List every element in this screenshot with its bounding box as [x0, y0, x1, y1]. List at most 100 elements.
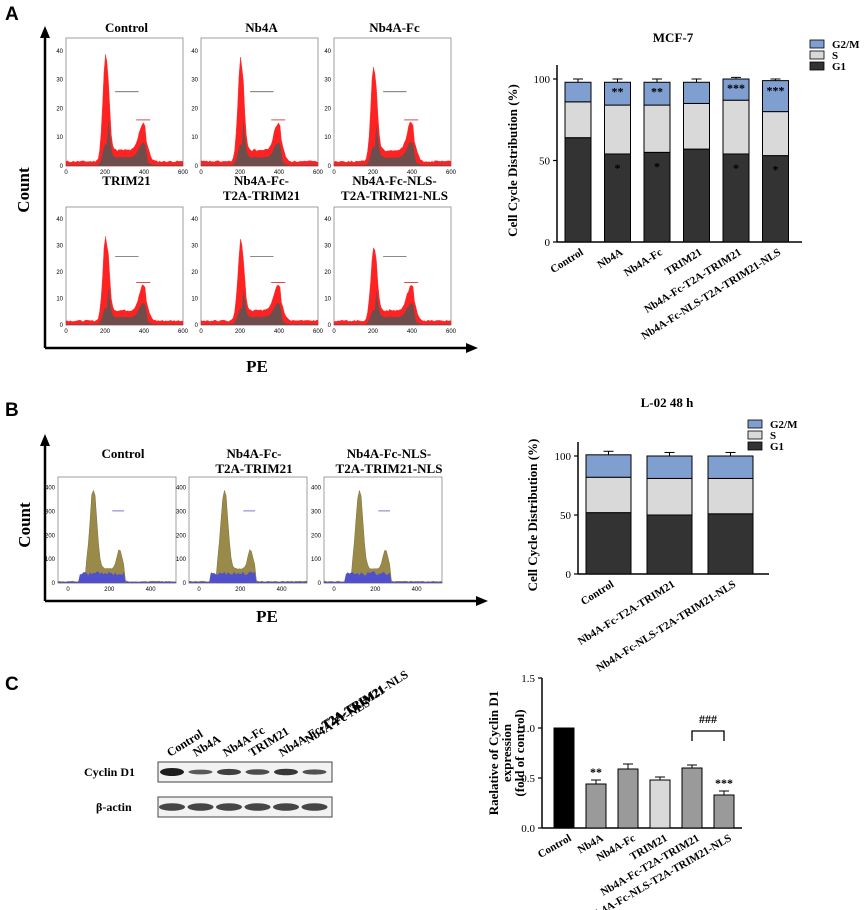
flow-a-hist-gray-5	[334, 289, 451, 325]
flow-a-ytick: 0	[195, 323, 199, 329]
blot-band-cyclin	[160, 768, 184, 776]
flow-a-ytick: 30	[56, 243, 63, 249]
legend-label: G2/M	[770, 419, 798, 431]
blot-band-actin	[216, 803, 242, 811]
flow-b-ytick: 200	[311, 533, 322, 539]
significance-marker: **	[612, 84, 624, 98]
blot-band-cyclin	[188, 769, 213, 775]
blot-band-actin	[187, 803, 214, 811]
bar-g2m	[707, 455, 754, 479]
flow-b-xtick: 200	[104, 587, 115, 593]
flow-a-xtick: 600	[313, 170, 324, 176]
x-tick-label: Nb4A	[595, 246, 625, 271]
flow-a-title-5: T2A-TRIM21-NLS	[341, 188, 448, 203]
bar-s	[646, 477, 693, 516]
flow-a-xtick: 600	[313, 329, 324, 335]
blot-band-cyclin	[274, 768, 298, 776]
bar-s	[683, 102, 710, 150]
blot-band-actin	[273, 803, 299, 811]
flow-a-ytick: 10	[191, 296, 198, 302]
flow-b-ytick: 0	[183, 581, 187, 587]
significance-marker: **	[590, 765, 602, 779]
flow-a-xtick: 200	[235, 170, 246, 176]
flow-a-ytick: 30	[324, 243, 331, 249]
flow-b-ytick: 300	[45, 509, 56, 515]
pe-label-a: PE	[246, 357, 268, 376]
legend-label: G1	[832, 61, 846, 73]
flow-a-ytick: 10	[324, 135, 331, 141]
significance-marker: *	[615, 161, 621, 175]
flow-b-xtick: 400	[412, 587, 423, 593]
flow-a-ytick: 20	[324, 106, 331, 112]
bar-s	[564, 101, 592, 139]
y-arrowhead-a	[40, 26, 50, 38]
y-axis-label: Cell Cycle Distribution (%)	[525, 439, 540, 592]
flow-a-xtick: 0	[64, 329, 68, 335]
x-arrowhead-a	[466, 343, 478, 353]
x-tick-label: Nb4A-Fc	[622, 246, 665, 279]
legend-label: S	[770, 430, 776, 442]
flow-a-title-4: Nb4A-Fc-	[234, 173, 289, 188]
chart-mcf7: MCF-7 Cell Cycle Distribution (%) 0 50 100 Co…	[505, 30, 860, 342]
bar	[713, 794, 735, 829]
flow-a-xtick: 200	[368, 329, 379, 335]
blot-row-label-actin: β-actin	[96, 800, 132, 814]
flow-a-ytick: 0	[60, 323, 64, 329]
flow-a-hist-gray-3	[66, 285, 183, 325]
flow-a-xtick: 0	[64, 170, 68, 176]
bar-s	[585, 476, 632, 514]
flow-b-xtick: 0	[197, 587, 201, 593]
flow-a-hist-red-1	[200, 56, 319, 167]
bar-g1	[604, 153, 631, 243]
legend-swatch	[747, 430, 763, 440]
flow-a-hist-red-3	[65, 236, 184, 326]
flow-a-ytick: 40	[56, 49, 63, 55]
flow-a-title-4: T2A-TRIM21	[223, 188, 300, 203]
significance-marker: **	[651, 84, 663, 98]
flow-b-ytick: 0	[318, 581, 322, 587]
chart-l02: L-02 48 h Cell Cycle Distribution (%) 0 50 1…	[525, 395, 798, 674]
y-axis-label: Cell Cycle Distribution (%)	[505, 84, 520, 237]
significance-marker: ***	[715, 776, 733, 790]
flow-a-ytick: 40	[191, 217, 198, 223]
flow-a-ytick: 0	[328, 323, 332, 329]
flow-a-xtick: 600	[178, 329, 189, 335]
flow-b-title-0: Control	[101, 446, 144, 461]
flow-a-hist-gray-4	[201, 289, 318, 325]
bar	[649, 779, 671, 829]
bar-g1	[646, 514, 693, 575]
pe-label-b: PE	[256, 607, 278, 626]
blot-row-label-cyclin: Cyclin D1	[84, 765, 135, 779]
flow-b-title-2: Nb4A-Fc-NLS-	[347, 446, 432, 461]
y-axis-label: Raelative of Cyclin D1	[486, 691, 501, 816]
bar	[553, 727, 575, 829]
bar-g1	[683, 148, 710, 243]
y-tick-label: 50	[560, 510, 572, 522]
bar-g1	[643, 151, 671, 243]
y-tick-label: 0	[566, 569, 572, 581]
flow-b-xtick: 200	[235, 587, 246, 593]
flow-a-ytick: 40	[324, 217, 331, 223]
bar-s	[643, 104, 671, 153]
blot-lane-label: -T2A-TRIM21-NLS	[316, 667, 411, 733]
y-tick-label: 1.5	[521, 673, 535, 685]
panel-label-a: A	[5, 4, 19, 25]
legend-swatch	[747, 441, 763, 451]
y-tick-label: 0	[545, 237, 551, 249]
significance-marker: *	[654, 159, 660, 173]
bar-g2m	[762, 80, 789, 113]
flow-a-ytick: 10	[56, 135, 63, 141]
flow-b-hist-1	[188, 489, 308, 584]
flow-a-frame-0	[65, 37, 184, 167]
bar-g2m	[646, 455, 693, 479]
bar-g1	[762, 155, 789, 243]
flow-a-ytick: 40	[56, 217, 63, 223]
chart-title: MCF-7	[653, 30, 694, 45]
flow-b-title-2: T2A-TRIM21-NLS	[336, 461, 443, 476]
blot-band-cyclin	[217, 768, 241, 776]
flow-a-xtick: 600	[178, 170, 189, 176]
flow-b-ytick: 200	[176, 533, 187, 539]
bar-s	[707, 477, 754, 515]
flow-a-title-0: Control	[105, 20, 148, 35]
